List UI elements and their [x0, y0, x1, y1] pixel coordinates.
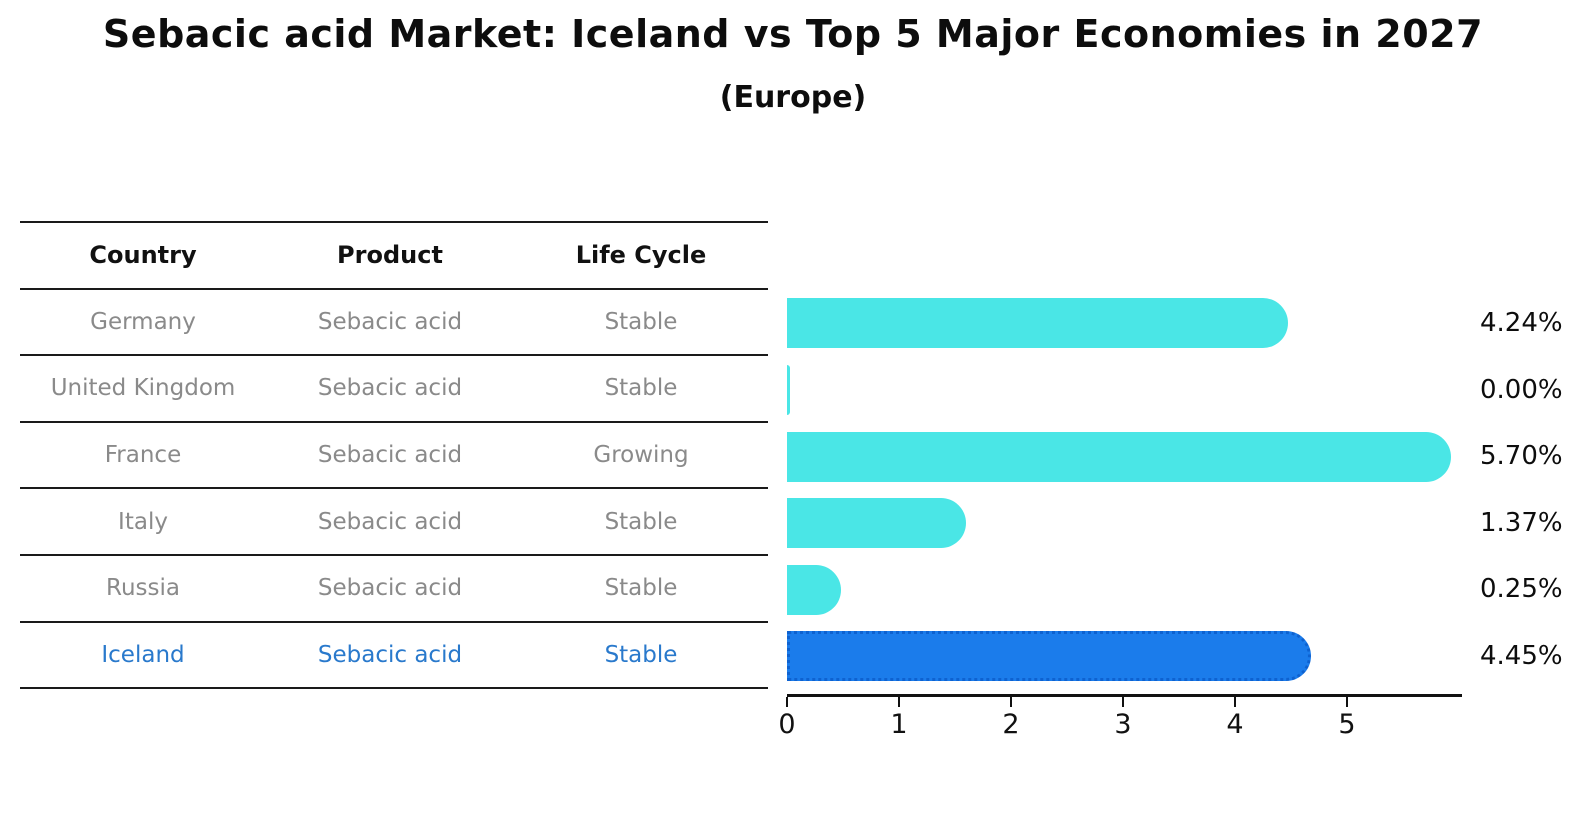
- x-tick-label: 5: [1338, 709, 1356, 740]
- x-tick-label: 4: [1226, 709, 1244, 740]
- bar-russia: [787, 564, 841, 615]
- product-cell: Sebacic acid: [317, 508, 463, 535]
- product-cell: Sebacic acid: [317, 442, 463, 469]
- chart-subtitle: (Europe): [719, 80, 867, 115]
- table-row-italy: Italy Sebacic acid Stable: [20, 489, 768, 556]
- x-tick: [1010, 697, 1012, 707]
- value-label-italy: 1.37%: [1480, 507, 1563, 538]
- x-tick: [786, 697, 788, 707]
- column-header-life-cycle: Life Cycle: [575, 241, 707, 270]
- table-body: Germany Sebacic acid Stable United Kingdom S…: [20, 290, 768, 690]
- table-row-france: France Sebacic acid Growing: [20, 423, 768, 490]
- x-tick-label: 1: [890, 709, 908, 740]
- x-tick: [1234, 697, 1236, 707]
- product-cell: Sebacic acid: [317, 641, 463, 668]
- bar-united-kingdom: [787, 364, 790, 415]
- product-cell: Sebacic acid: [317, 308, 463, 335]
- value-label-france: 5.70%: [1480, 441, 1563, 472]
- table-row-iceland: Iceland Sebacic acid Stable: [20, 623, 768, 690]
- life-cycle-cell: Stable: [604, 641, 678, 668]
- value-label-russia: 0.25%: [1480, 574, 1563, 605]
- value-label-germany: 4.24%: [1480, 307, 1563, 338]
- life-cycle-cell: Stable: [604, 575, 678, 602]
- bar-germany: [787, 298, 1288, 349]
- value-label-united-kingdom: 0.00%: [1480, 374, 1563, 405]
- chart-title: Sebacic acid Market: Iceland vs Top 5 Ma…: [102, 12, 1484, 56]
- column-header-country: Country: [89, 241, 197, 270]
- product-cell: Sebacic acid: [317, 575, 463, 602]
- bar-iceland: [787, 631, 1312, 682]
- x-tick: [1122, 697, 1124, 707]
- life-cycle-cell: Growing: [593, 442, 689, 469]
- country-cell: Russia: [106, 575, 180, 602]
- x-tick: [1346, 697, 1348, 707]
- table-row-germany: Germany Sebacic acid Stable: [20, 290, 768, 357]
- life-cycle-cell: Stable: [604, 308, 678, 335]
- bar-chart: 0 1 2 3 4 5: [778, 290, 1487, 740]
- life-cycle-cell: Stable: [604, 508, 678, 535]
- value-label-iceland: 4.45%: [1480, 640, 1563, 671]
- table-row-united-kingdom: United Kingdom Sebacic acid Stable: [20, 356, 768, 423]
- country-cell: United Kingdom: [50, 375, 236, 402]
- country-table: Country Product Life Cycle Germany Sebaci…: [20, 221, 768, 690]
- x-axis-line: [787, 694, 1462, 697]
- bar-france: [787, 431, 1452, 482]
- x-tick: [898, 697, 900, 707]
- country-cell: Italy: [118, 508, 168, 535]
- bar-italy: [787, 498, 967, 549]
- column-header-product: Product: [337, 241, 443, 270]
- country-cell: Germany: [90, 308, 196, 335]
- country-cell: France: [104, 442, 182, 469]
- product-cell: Sebacic acid: [317, 375, 463, 402]
- table-row-russia: Russia Sebacic acid Stable: [20, 556, 768, 623]
- x-tick-label: 0: [778, 709, 796, 740]
- country-cell: Iceland: [101, 641, 185, 668]
- x-tick-label: 3: [1114, 709, 1132, 740]
- life-cycle-cell: Stable: [604, 375, 678, 402]
- x-tick-label: 2: [1002, 709, 1020, 740]
- table-header-row: Country Product Life Cycle: [20, 223, 768, 290]
